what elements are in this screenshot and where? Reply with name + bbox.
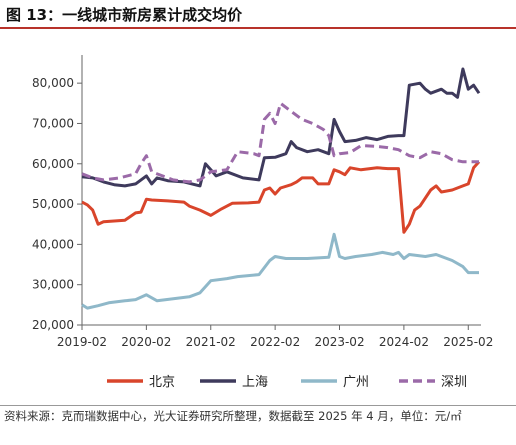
legend-label-2: 广州 bbox=[343, 375, 369, 390]
x-tick-label: 2024-02 bbox=[379, 335, 429, 349]
y-tick-label: 80,000 bbox=[32, 76, 74, 90]
series-line-1 bbox=[81, 67, 481, 188]
line-chart: 20,000 30,000 40,000 50,000 60,000 70,000 80,0… bbox=[32, 55, 493, 390]
x-tick-label: 2022-02 bbox=[250, 335, 300, 349]
y-tick-label: 30,000 bbox=[32, 278, 74, 292]
x-tick-label: 2023-02 bbox=[314, 335, 364, 349]
legend: 北京 上海 广州 深圳 bbox=[107, 375, 467, 390]
y-tick-label: 40,000 bbox=[32, 237, 74, 251]
x-tick-label: 2025-02 bbox=[443, 335, 493, 349]
source-text: 资料来源：克而瑞数据中心，光大证券研究所整理，数据截至 2025 年 4 月，单… bbox=[4, 409, 451, 423]
x-axis: 2019-02 2020-02 2021-02 2022-02 2023-02 2024-… bbox=[57, 324, 493, 349]
unit-suffix: ㎡ bbox=[450, 409, 462, 423]
legend-label-0: 北京 bbox=[149, 375, 175, 390]
y-tick-label: 60,000 bbox=[32, 157, 74, 171]
series-line-0 bbox=[81, 160, 481, 234]
source-note: 资料来源：克而瑞数据中心，光大证券研究所整理，数据截至 2025 年 4 月，单… bbox=[4, 408, 512, 424]
series-line-2 bbox=[81, 232, 479, 310]
figure-title: 图 13：一线城市新房累计成交均价 bbox=[6, 6, 243, 24]
y-axis: 20,000 30,000 40,000 50,000 60,000 70,000 80,0… bbox=[32, 55, 83, 332]
source-divider bbox=[0, 405, 516, 406]
x-tick-label: 2021-02 bbox=[186, 335, 236, 349]
x-tick-label: 2020-02 bbox=[121, 335, 171, 349]
legend-label-1: 上海 bbox=[242, 375, 268, 390]
x-tick-label: 2019-02 bbox=[57, 335, 107, 349]
legend-label-3: 深圳 bbox=[441, 375, 467, 390]
y-tick-label: 50,000 bbox=[32, 197, 74, 211]
series-line-3 bbox=[81, 101, 479, 184]
y-tick-label: 70,000 bbox=[32, 116, 74, 130]
y-tick-label: 20,000 bbox=[32, 318, 74, 332]
series-lines bbox=[81, 67, 481, 310]
title-rule bbox=[0, 27, 516, 29]
